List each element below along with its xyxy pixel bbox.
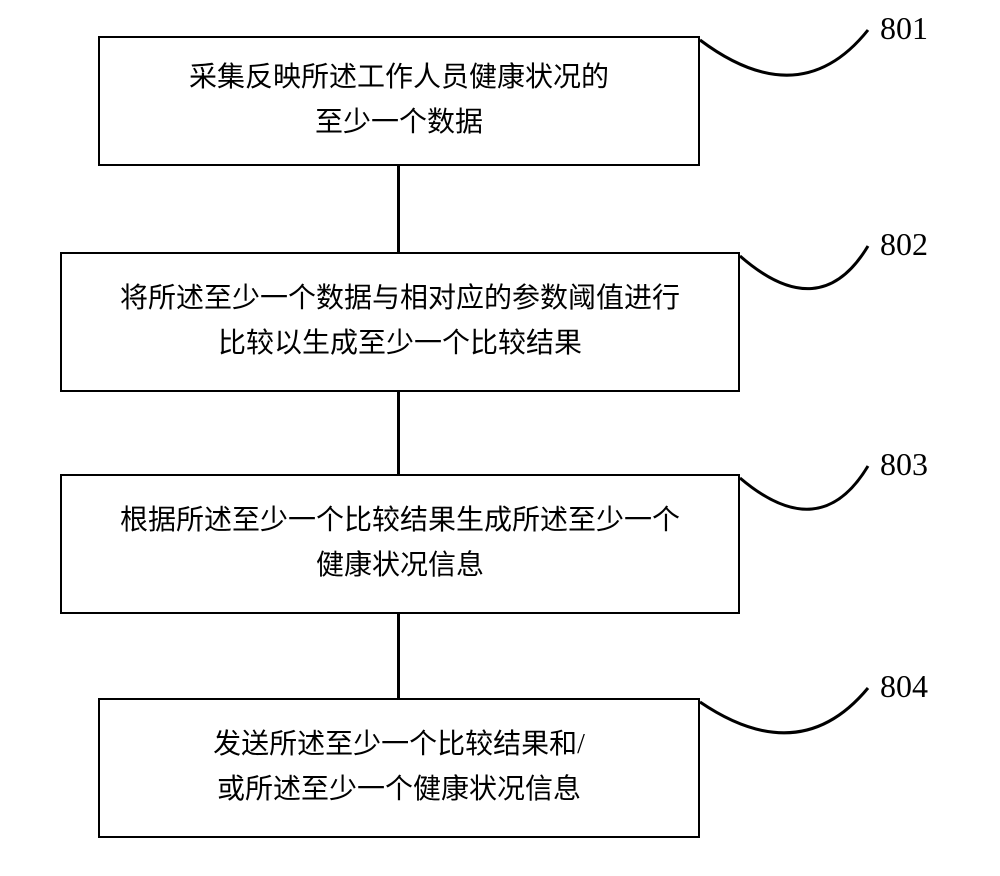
callout-curve-804 xyxy=(700,688,868,733)
step-label-804: 804 xyxy=(880,668,928,705)
step-label-803: 803 xyxy=(880,446,928,483)
flow-step-804: 发送所述至少一个比较结果和/ 或所述至少一个健康状况信息 xyxy=(98,698,700,838)
flowchart-canvas: 采集反映所述工作人员健康状况的 至少一个数据 801 将所述至少一个数据与相对应… xyxy=(0,0,1000,876)
flow-step-803: 根据所述至少一个比较结果生成所述至少一个 健康状况信息 xyxy=(60,474,740,614)
callout-curve-801 xyxy=(700,30,868,75)
step-label-801: 801 xyxy=(880,10,928,47)
step-801-line-2: 至少一个数据 xyxy=(315,101,483,146)
flow-step-801: 采集反映所述工作人员健康状况的 至少一个数据 xyxy=(98,36,700,166)
callout-curve-803 xyxy=(740,466,868,509)
step-804-line-1: 发送所述至少一个比较结果和/ xyxy=(213,723,585,768)
step-802-line-1: 将所述至少一个数据与相对应的参数阈值进行 xyxy=(120,277,680,322)
flow-step-802: 将所述至少一个数据与相对应的参数阈值进行 比较以生成至少一个比较结果 xyxy=(60,252,740,392)
connector-801-802 xyxy=(397,166,400,252)
step-803-line-2: 健康状况信息 xyxy=(316,544,484,589)
step-804-line-2: 或所述至少一个健康状况信息 xyxy=(217,768,581,813)
step-802-line-2: 比较以生成至少一个比较结果 xyxy=(218,322,582,367)
connector-803-804 xyxy=(397,614,400,698)
step-803-line-1: 根据所述至少一个比较结果生成所述至少一个 xyxy=(120,499,680,544)
connector-802-803 xyxy=(397,392,400,474)
step-801-line-1: 采集反映所述工作人员健康状况的 xyxy=(189,56,609,101)
step-label-802: 802 xyxy=(880,226,928,263)
callout-curve-802 xyxy=(740,246,868,289)
